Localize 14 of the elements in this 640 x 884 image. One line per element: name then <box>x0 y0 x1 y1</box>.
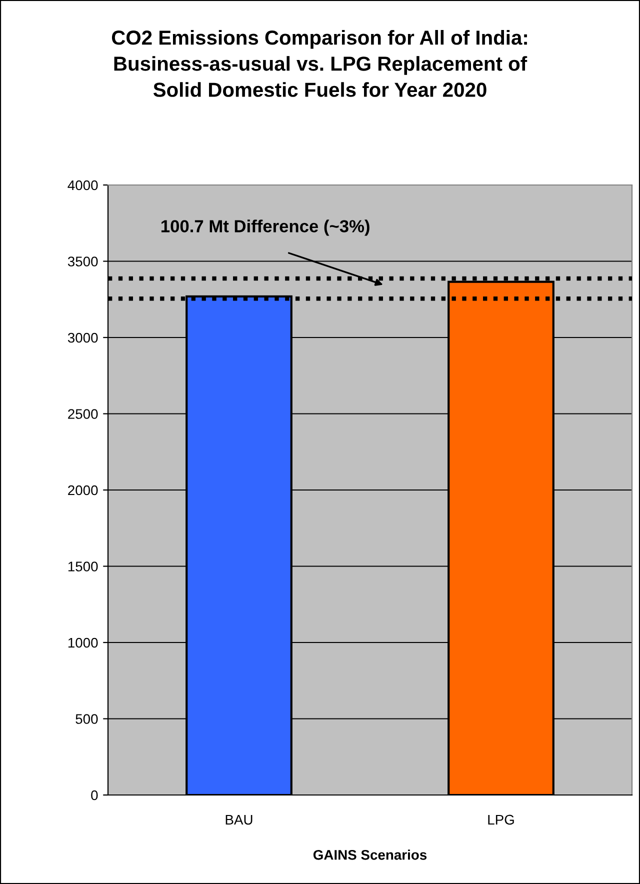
y-tick-label: 1500 <box>68 562 98 572</box>
chart-title: CO2 Emissions Comparison for All of India: Business-as-usual vs. LPG Replacement of Solid Domestic Fuels for Year 2020 <box>112 30 528 97</box>
y-tick-label: 2500 <box>68 409 98 419</box>
y-tick-label: 0 <box>91 790 98 800</box>
y-tick-label: 2000 <box>68 485 98 496</box>
x-tick-label: LPG <box>488 814 514 825</box>
y-tick-label: 1000 <box>68 638 98 648</box>
x-axis-title: GAINS Scenarios <box>313 850 427 860</box>
y-tick-label: 3500 <box>68 256 98 266</box>
y-tick-label: 4000 <box>68 180 98 190</box>
x-tick-label: BAU <box>226 814 252 825</box>
annotation: 100.7 Mt Difference (~3%) <box>161 220 370 236</box>
y-tick-label: 3000 <box>68 332 98 343</box>
y-tick-label: 500 <box>76 714 98 724</box>
